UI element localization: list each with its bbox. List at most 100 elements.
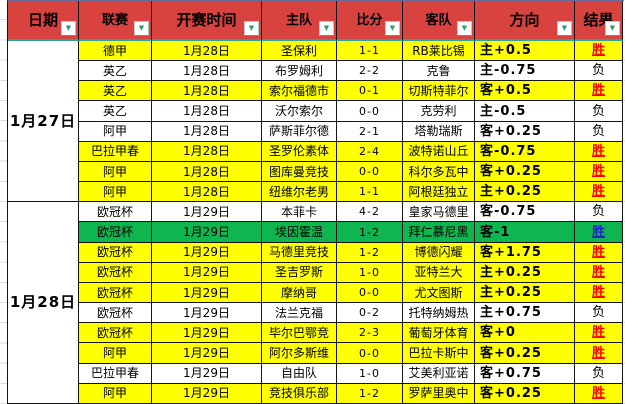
- cell-league: 欧冠杯: [79, 222, 152, 243]
- cell-direction: 客+1.75: [475, 242, 575, 263]
- cell-away-team: 葡萄牙体育: [403, 323, 475, 344]
- cell-direction: 客+0.25: [475, 343, 575, 364]
- cell-kickoff-time: 1月29日: [152, 383, 262, 404]
- cell-kickoff-time: 1月29日: [152, 303, 262, 324]
- cell-league: 阿甲: [79, 121, 152, 142]
- result-win-link[interactable]: 胜: [591, 345, 605, 361]
- result-win-link[interactable]: 胜: [591, 184, 605, 200]
- cell-score: 1-0: [337, 262, 403, 283]
- filter-dropdown-button[interactable]: ▼: [244, 21, 259, 36]
- cell-kickoff-time: 1月28日: [152, 101, 262, 122]
- result-win-link[interactable]: 胜: [591, 164, 605, 180]
- cell-score: 1-2: [337, 383, 403, 404]
- cell-result: 胜: [575, 81, 623, 102]
- result-win-link[interactable]: 胜: [591, 264, 605, 280]
- cell-away-team: 尤文图斯: [403, 282, 475, 304]
- result-win-link[interactable]: 胜: [591, 143, 605, 159]
- cell-kickoff-time: 1月28日: [152, 81, 262, 102]
- cell-score: 2-3: [337, 323, 403, 344]
- cell-direction: 客+0.25: [475, 383, 575, 404]
- filter-dropdown-button[interactable]: ▼: [605, 21, 620, 36]
- cell-score: 0-0: [337, 101, 403, 122]
- cell-score: 0-0: [337, 161, 403, 183]
- cell-score: 1-2: [337, 242, 403, 263]
- cell-direction: 主+0.25: [475, 262, 575, 283]
- cell-away-team: 阿根廷独立: [403, 182, 475, 203]
- filter-dropdown-button[interactable]: ▼: [457, 21, 472, 36]
- cell-direction: 客-1: [475, 222, 575, 243]
- result-win-link[interactable]: 胜: [591, 43, 605, 59]
- cell-score: 1-1: [337, 182, 403, 203]
- date-group-cell: 1月28日: [8, 202, 79, 404]
- header-away-team-label: 客队: [425, 12, 452, 28]
- cell-league: 阿甲: [79, 383, 152, 404]
- cell-league: 欧冠杯: [79, 262, 152, 283]
- cell-kickoff-time: 1月29日: [152, 323, 262, 344]
- cell-away-team: 切斯特菲尔: [403, 81, 475, 102]
- result-win-link[interactable]: 胜: [591, 285, 605, 301]
- header-date-label: 日期: [27, 10, 58, 29]
- cell-league: 欧冠杯: [79, 303, 152, 324]
- cell-result: 胜: [575, 182, 623, 203]
- cell-away-team: 博德闪耀: [403, 242, 475, 263]
- cell-home-team: 法兰克福: [262, 303, 337, 324]
- filter-dropdown-icon: ▼: [461, 24, 468, 32]
- cell-direction: 主-0.5: [475, 101, 575, 122]
- cell-home-team: 图库曼竞技: [262, 161, 337, 183]
- cell-direction: 主+0.5: [475, 41, 575, 62]
- cell-kickoff-time: 1月29日: [152, 343, 262, 364]
- cell-result: 胜: [575, 242, 623, 263]
- cell-direction: 客+0.5: [475, 81, 575, 102]
- filter-dropdown-button[interactable]: ▼: [134, 21, 149, 36]
- header-direction-label: 方向: [509, 10, 540, 29]
- cell-result: 胜: [575, 222, 623, 243]
- cell-away-team: 拜仁慕尼黑: [403, 222, 475, 243]
- result-win-link[interactable]: 胜: [591, 83, 605, 99]
- filter-dropdown-icon: ▼: [138, 24, 145, 32]
- filter-dropdown-button[interactable]: ▼: [385, 21, 400, 36]
- cell-kickoff-time: 1月29日: [152, 242, 262, 263]
- cell-home-team: 阿尔多斯维: [262, 343, 337, 364]
- cell-league: 巴拉甲春: [79, 363, 152, 384]
- filter-dropdown-button[interactable]: ▼: [557, 21, 572, 36]
- cell-home-team: 竞技俱乐部: [262, 383, 337, 404]
- cell-direction: 客+0: [475, 323, 575, 344]
- cell-score: 4-2: [337, 202, 403, 223]
- cell-away-team: 波特诺山丘: [403, 141, 475, 162]
- header-result: 结果 ▼: [575, 1, 623, 41]
- cell-home-team: 圣罗伦素体: [262, 141, 337, 162]
- header-score: 比分 ▼: [337, 1, 403, 41]
- cell-home-team: 圣保利: [262, 41, 337, 62]
- cell-result: 胜: [575, 383, 623, 404]
- cell-direction: 主-0.75: [475, 61, 575, 82]
- result-win-link[interactable]: 胜: [591, 385, 605, 401]
- cell-league: 英乙: [79, 61, 152, 82]
- cell-score: 1-2: [337, 222, 403, 243]
- cell-away-team: RB莱比锡: [403, 41, 475, 62]
- cell-score: 2-1: [337, 121, 403, 142]
- cell-score: 0-1: [337, 81, 403, 102]
- header-score-label: 比分: [356, 12, 383, 28]
- cell-direction: 主+0.25: [475, 182, 575, 203]
- filter-dropdown-button[interactable]: ▼: [61, 21, 76, 36]
- result-lose-label: 负: [591, 103, 605, 119]
- cell-score: 2-4: [337, 141, 403, 162]
- filter-dropdown-button[interactable]: ▼: [319, 21, 334, 36]
- cell-score: 0-0: [337, 343, 403, 364]
- cell-away-team: 克劳利: [403, 101, 475, 122]
- cell-away-team: 亚特兰大: [403, 262, 475, 283]
- cell-league: 欧冠杯: [79, 323, 152, 344]
- spreadsheet-left-gutter: [0, 0, 7, 404]
- header-kickoff-time: 开赛时间 ▼: [152, 1, 262, 41]
- result-win-link[interactable]: 胜: [591, 325, 605, 341]
- cell-score: 0-2: [337, 303, 403, 324]
- cell-home-team: 马德里竞技: [262, 242, 337, 263]
- result-win-link[interactable]: 胜: [591, 244, 605, 260]
- filter-dropdown-icon: ▼: [389, 24, 396, 32]
- cell-away-team: 艾美利亚诺: [403, 363, 475, 384]
- cell-direction: 客+0.25: [475, 161, 575, 183]
- result-win-link[interactable]: 胜: [591, 224, 605, 240]
- cell-home-team: 萨斯菲尔德: [262, 121, 337, 142]
- cell-result: 胜: [575, 41, 623, 62]
- filter-dropdown-icon: ▼: [609, 24, 616, 32]
